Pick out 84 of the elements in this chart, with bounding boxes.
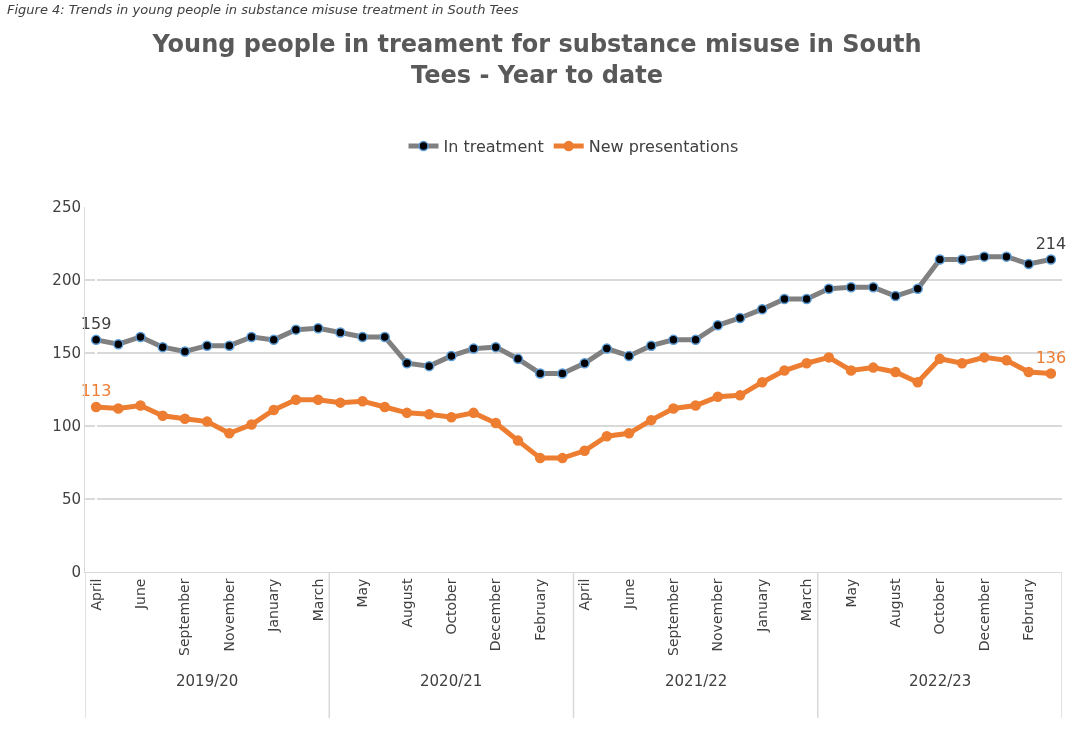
point [890,366,901,378]
point [468,407,479,419]
point [623,428,635,439]
point [335,397,346,408]
x-tick-label: September [664,578,681,656]
point [1045,368,1057,379]
x-tick-label: August [398,578,415,628]
point [312,394,324,405]
point [224,428,235,439]
x-tick-label: November [220,578,237,652]
point [979,352,990,363]
point [912,376,923,388]
text: 2022/23 [909,672,972,690]
data-label: 136 [1035,347,1067,367]
x-tick-label: June [620,578,637,611]
point [712,391,724,403]
chart-title: Young people in treament for substance misuse in South Tees - Year to date [151,29,922,89]
point [446,411,457,423]
x-tick-label: June [132,578,149,611]
point [1023,366,1034,378]
x-tick-label: September [176,578,193,656]
x-tick-label: May [842,578,859,608]
point [113,403,124,414]
point [135,400,146,411]
x-tick-label: April [87,578,104,611]
y-tick-label: 100 [52,417,81,436]
x-tick-label: January [753,578,770,633]
point [246,419,257,430]
point [868,362,879,373]
y-tick-label: 150 [52,344,81,363]
y-tick-label: 50 [61,490,81,509]
point [579,445,590,457]
point [268,404,279,416]
point [690,400,701,411]
legend-label: In treatment [443,137,544,157]
x-tick-label: April [576,578,593,611]
point [645,414,657,426]
x-tick-label: December [487,578,504,652]
point [379,401,391,413]
caption: Figure 4: Trends in young people in substance misuse treatment in South Tees [7,2,519,17]
data-label: 113 [80,381,112,401]
x-tick-label: February [1020,578,1037,641]
text: 2019/20 [176,672,239,690]
point [956,357,968,369]
point [290,394,302,405]
point [534,452,546,464]
y-tick-label: 200 [52,271,81,290]
point [512,435,524,446]
x-tick-label: December [975,578,992,652]
point [201,416,213,427]
legend-label: New presentations [588,137,739,157]
point [423,409,435,420]
x-tick-label: May [354,578,371,608]
point [157,410,168,422]
data-label: 159 [80,314,112,334]
text: 2020/21 [420,672,483,690]
x-tick-label: February [531,578,548,641]
x-tick-label: March [309,578,326,622]
point [401,407,413,419]
point [801,357,812,369]
data-label: 214 [1035,233,1067,253]
point [734,390,746,401]
point [779,365,790,376]
x-tick-label: January [265,578,282,633]
point [1001,355,1012,366]
point [357,395,368,407]
y-tick-label: 0 [71,563,81,582]
x-tick-label: October [442,578,459,635]
x-tick-label: August [887,578,904,628]
x-tick-label: March [798,578,815,622]
point [179,413,191,424]
point [668,403,679,414]
point [490,417,502,429]
x-tick-label: October [931,578,948,635]
text: 2021/22 [665,672,728,690]
point [756,376,768,388]
point [601,430,613,442]
x-tick-label: November [709,578,726,652]
point [90,401,102,413]
point [934,353,946,365]
point [823,352,835,363]
y-tick-label: 250 [52,198,81,217]
point [845,365,857,376]
point [557,452,568,464]
